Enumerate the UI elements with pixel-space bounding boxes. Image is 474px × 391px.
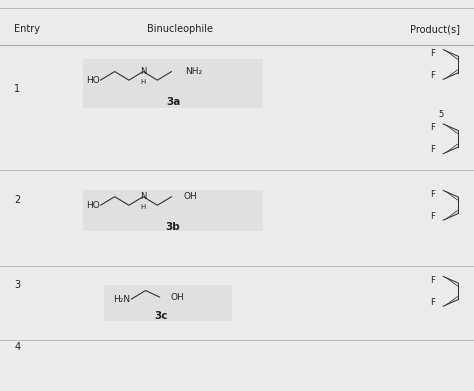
Text: 1: 1 (14, 84, 20, 94)
Bar (83, 190, 263, 231)
Text: F: F (430, 71, 435, 80)
Text: F: F (430, 276, 435, 285)
Text: 3a: 3a (166, 97, 180, 108)
Text: F: F (430, 190, 435, 199)
Text: F: F (430, 298, 435, 307)
Text: 3b: 3b (165, 222, 181, 232)
Text: F: F (430, 49, 435, 58)
Text: N: N (140, 192, 146, 201)
Text: HO: HO (86, 201, 100, 210)
Text: N: N (140, 67, 146, 76)
Text: OH: OH (183, 192, 197, 201)
Text: F: F (430, 145, 435, 154)
Text: HO: HO (86, 75, 100, 85)
Text: F: F (430, 212, 435, 221)
Bar (104, 285, 232, 321)
Text: 4: 4 (14, 342, 20, 352)
Text: Entry: Entry (14, 24, 40, 34)
Text: H₂N: H₂N (113, 294, 130, 304)
Bar (83, 59, 263, 108)
Text: 3c: 3c (155, 311, 168, 321)
Text: 2: 2 (14, 194, 20, 204)
Text: F: F (430, 123, 435, 132)
Text: Binucleophile: Binucleophile (147, 24, 213, 34)
Text: H: H (140, 79, 146, 84)
Text: Product(s]: Product(s] (410, 24, 460, 34)
Text: 3: 3 (14, 280, 20, 290)
Text: 5: 5 (438, 109, 444, 119)
Text: OH: OH (170, 292, 184, 302)
Text: NH₂: NH₂ (185, 67, 202, 76)
Text: H: H (140, 204, 146, 210)
